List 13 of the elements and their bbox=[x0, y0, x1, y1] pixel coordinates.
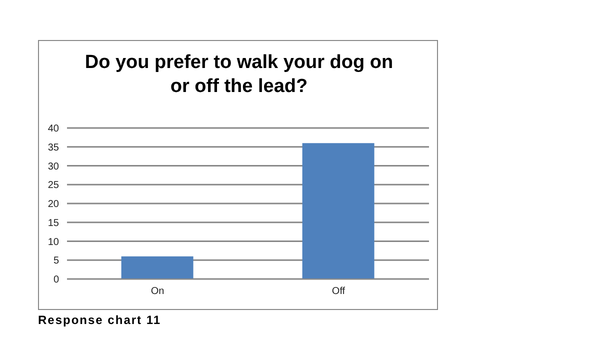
y-tick-label: 30 bbox=[48, 161, 60, 172]
y-tick-label: 15 bbox=[48, 218, 60, 229]
y-tick-label: 5 bbox=[53, 256, 60, 267]
x-tick-label: On bbox=[150, 286, 164, 298]
chart-title: Do you prefer to walk your dog on or off the lead? bbox=[84, 51, 394, 99]
text: Response chart 11 bbox=[38, 313, 162, 327]
y-tick-label: 35 bbox=[48, 142, 60, 154]
x-tick-label: Off bbox=[332, 286, 346, 298]
y-tick-label: 25 bbox=[48, 180, 60, 192]
y-tick-label: 40 bbox=[48, 124, 60, 135]
y-tick-label: 20 bbox=[48, 199, 60, 210]
y-tick-label: 10 bbox=[48, 236, 60, 248]
y-tick-label: 0 bbox=[53, 274, 60, 286]
